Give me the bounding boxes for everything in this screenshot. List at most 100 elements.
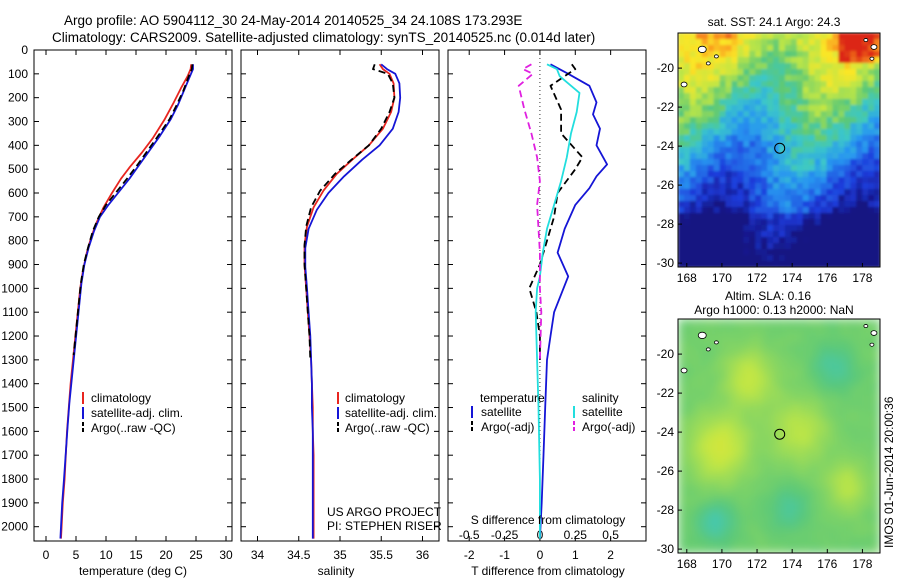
heatmap-cell	[784, 123, 792, 130]
heatmap-cell	[796, 99, 804, 106]
heatmap-cell	[844, 159, 851, 166]
heatmap-cell	[796, 541, 804, 548]
heatmap-cell	[773, 69, 780, 76]
heatmap-cell	[767, 433, 774, 440]
heatmap-cell	[874, 409, 880, 416]
heatmap-cell	[802, 243, 810, 250]
heatmap-cell	[779, 81, 786, 88]
heatmap-cell	[796, 385, 804, 392]
heatmap-cell	[826, 171, 834, 178]
heatmap-cell	[695, 171, 703, 178]
heatmap-cell	[755, 439, 762, 446]
heatmap-cell	[701, 547, 709, 553]
heatmap-cell	[814, 75, 822, 82]
heatmap-cell	[826, 255, 834, 262]
heatmap-cell	[874, 231, 880, 238]
heatmap-cell	[832, 129, 840, 136]
heatmap-cell	[862, 415, 869, 422]
map-y-tick-label: -28	[657, 217, 675, 231]
heatmap-cell	[701, 319, 709, 326]
heatmap-cell	[689, 511, 697, 518]
heatmap-cell	[850, 81, 857, 88]
heatmap-cell	[731, 511, 739, 518]
heatmap-cell	[773, 123, 780, 130]
heatmap-cell	[862, 367, 869, 374]
heatmap-cell	[678, 105, 685, 112]
heatmap-cell	[773, 421, 780, 428]
heatmap-cell	[743, 57, 750, 64]
heatmap-cell	[737, 391, 744, 398]
heatmap-cell	[725, 367, 733, 374]
heatmap-cell	[749, 201, 756, 208]
heatmap-cell	[850, 261, 857, 267]
heatmap-cell	[784, 57, 792, 64]
heatmap-cell	[749, 165, 756, 172]
heatmap-cell	[820, 337, 828, 344]
heatmap-cell	[850, 33, 857, 40]
heatmap-cell	[868, 177, 875, 184]
heatmap-cell	[802, 385, 810, 392]
heatmap-cell	[743, 487, 750, 494]
heatmap-cell	[713, 457, 721, 464]
heatmap-cell	[844, 105, 851, 112]
heatmap-cell	[761, 397, 768, 404]
heatmap-cell	[856, 415, 863, 422]
heatmap-cell	[844, 445, 851, 452]
heatmap-cell	[689, 159, 697, 166]
heatmap-cell	[850, 337, 857, 344]
heatmap-cell	[802, 141, 810, 148]
heatmap-cell	[761, 105, 768, 112]
heatmap-cell	[796, 505, 804, 512]
heatmap-cell	[802, 99, 810, 106]
heatmap-cell	[725, 141, 733, 148]
heatmap-cell	[784, 469, 792, 476]
heatmap-cell	[826, 225, 834, 232]
heatmap-cell	[814, 189, 822, 196]
heatmap-cell	[761, 463, 768, 470]
heatmap-cell	[707, 117, 715, 124]
heatmap-cell	[767, 117, 774, 124]
heatmap-cell	[737, 237, 744, 244]
heatmap-cell	[802, 165, 810, 172]
heatmap-cell	[844, 361, 851, 368]
x-tick-label: 30	[219, 548, 233, 562]
heatmap-cell	[755, 349, 762, 356]
heatmap-cell	[784, 165, 792, 172]
heatmap-cell	[802, 87, 810, 94]
heatmap-cell	[838, 177, 845, 184]
heatmap-cell	[725, 541, 733, 548]
heatmap-cell	[838, 81, 845, 88]
heatmap-cell	[832, 213, 840, 220]
heatmap-cell	[779, 403, 786, 410]
heatmap-cell	[850, 189, 857, 196]
heatmap-cell	[761, 367, 768, 374]
heatmap-cell	[701, 343, 709, 350]
heatmap-cell	[689, 487, 697, 494]
heatmap-cell	[838, 93, 845, 100]
heatmap-cell	[731, 457, 739, 464]
heatmap-cell	[779, 87, 786, 94]
difference-x-ticks: -2 -1 0 1 2	[448, 49, 646, 562]
heatmap-cell	[874, 547, 880, 553]
heatmap-cell	[737, 165, 744, 172]
heatmap-cell	[755, 207, 762, 214]
heatmap-cell	[725, 249, 733, 256]
heatmap-cell	[856, 457, 863, 464]
heatmap-cell	[707, 243, 715, 250]
heatmap-cell	[850, 255, 857, 262]
heatmap-cell	[755, 397, 762, 404]
heatmap-cell	[719, 75, 727, 82]
heatmap-cell	[820, 63, 828, 70]
heatmap-cell	[784, 427, 792, 434]
heatmap-cell	[755, 39, 762, 46]
heatmap-cell	[689, 243, 697, 250]
heatmap-cell	[779, 45, 786, 52]
heatmap-cell	[731, 517, 739, 524]
heatmap-cell	[761, 421, 768, 428]
heatmap-cell	[874, 475, 880, 482]
heatmap-cell	[779, 243, 786, 250]
heatmap-cell	[808, 165, 816, 172]
heatmap-cell	[678, 433, 685, 440]
island	[697, 331, 707, 339]
heatmap-cell	[678, 331, 685, 338]
